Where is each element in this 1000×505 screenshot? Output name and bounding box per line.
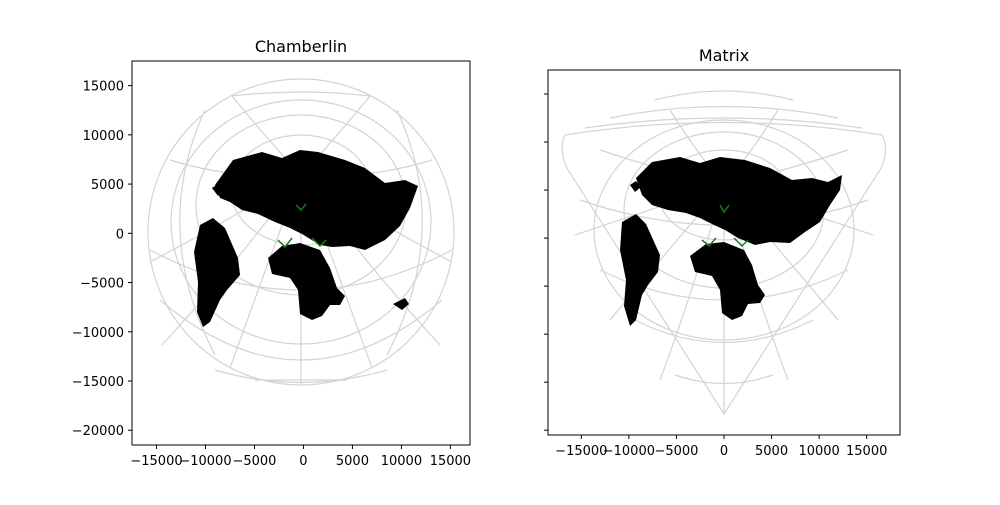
chamberlin-axes-frame <box>131 60 471 446</box>
chamberlin-y-tick-label: −20000 <box>72 424 124 439</box>
chamberlin-x-tick-label: 5000 <box>336 454 369 469</box>
chamberlin-y-tick-label: 5000 <box>91 178 124 193</box>
chamberlin-map-panel: Chamberlin <box>72 37 471 469</box>
chamberlin-x-tick-label: 0 <box>299 454 307 469</box>
chamberlin-axes: −15000−10000 −5000 0 5000 10000 1500015000100… <box>72 60 471 469</box>
chamberlin-y-tick-label: −5000 <box>80 277 124 292</box>
matrix-x-tick-label: −15000 <box>555 444 607 459</box>
matrix-plot-area <box>561 90 887 416</box>
matrix-title: Matrix <box>699 46 749 65</box>
matrix-x-tick-label: 10000 <box>798 444 839 459</box>
chamberlin-x-tick-label: −15000 <box>130 454 182 469</box>
matrix-x-tick-label: 0 <box>720 444 728 459</box>
matrix-axes: −15000−10000 −5000 0 5000 10000 15000 <box>544 69 901 459</box>
matrix-x-tick-label: −5000 <box>654 444 698 459</box>
chamberlin-x-tick-label: 10000 <box>381 454 422 469</box>
chamberlin-highlight <box>277 203 327 249</box>
chamberlin-plot-area <box>147 78 455 386</box>
matrix-map-panel: Matrix <box>544 46 901 459</box>
chamberlin-y-tick-label: 10000 <box>83 129 124 144</box>
chamberlin-land <box>194 150 418 327</box>
chamberlin-x-tick-label: −10000 <box>179 454 231 469</box>
matrix-x-tick-label: −10000 <box>603 444 655 459</box>
chamberlin-y-tick-label: 0 <box>116 227 124 242</box>
matrix-highlight <box>701 204 749 248</box>
chamberlin-y-tick-label: −10000 <box>72 326 124 341</box>
matrix-x-tick-label: 15000 <box>846 444 887 459</box>
matrix-x-tick-label: 5000 <box>755 444 788 459</box>
matrix-land <box>620 157 842 326</box>
chamberlin-y-tick-label: 15000 <box>83 80 124 95</box>
chamberlin-title: Chamberlin <box>255 37 347 56</box>
chamberlin-x-tick-label: −5000 <box>232 454 276 469</box>
chamberlin-x-tick-label: 15000 <box>430 454 471 469</box>
chamberlin-y-tick-label: −15000 <box>72 375 124 390</box>
